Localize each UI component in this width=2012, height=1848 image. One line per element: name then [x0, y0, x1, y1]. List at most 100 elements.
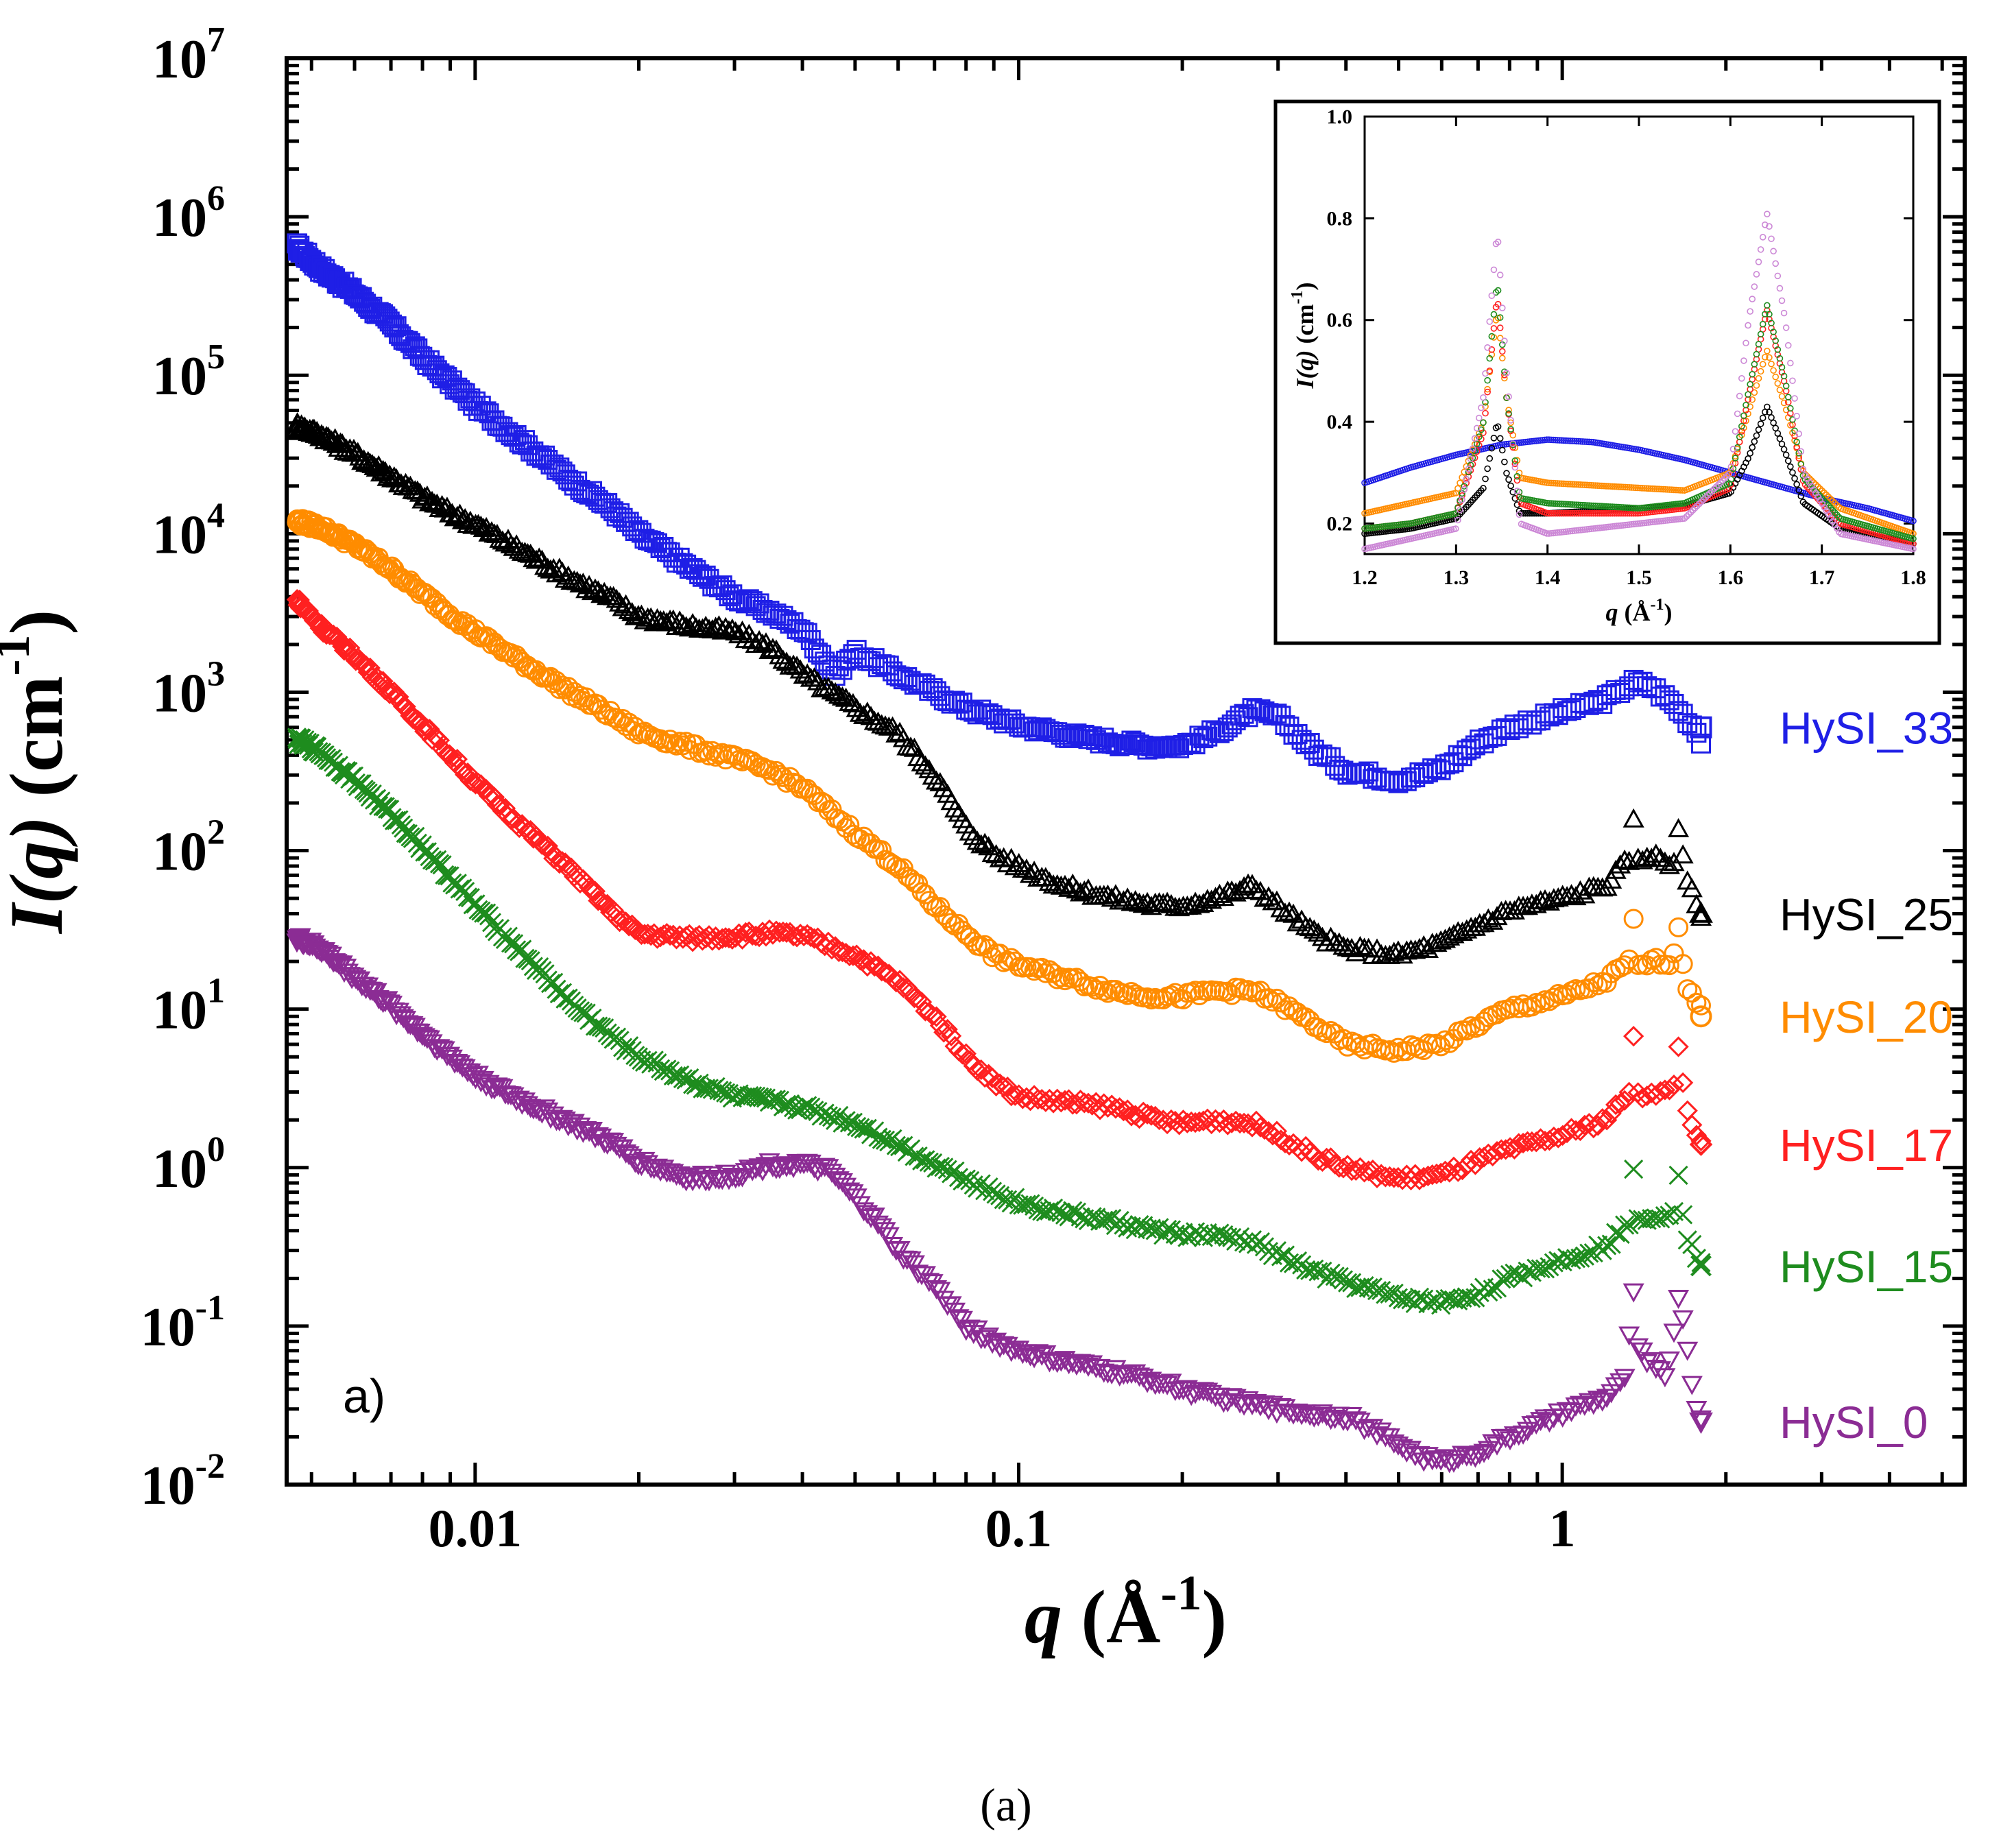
inset-marker	[1761, 311, 1769, 317]
inset-marker	[1910, 545, 1917, 553]
marker	[503, 536, 525, 556]
inset-marker	[1564, 509, 1572, 517]
marker	[1457, 1287, 1476, 1307]
inset-series-HySI_15	[1361, 287, 1917, 542]
inset-marker	[1581, 509, 1589, 517]
inset-marker	[1548, 509, 1555, 517]
inset-marker	[1590, 509, 1597, 517]
marker	[647, 928, 668, 949]
inset-marker	[1543, 499, 1550, 507]
inset-marker	[1692, 505, 1699, 512]
marker	[483, 787, 505, 808]
marker	[1668, 1165, 1688, 1186]
inset-marker	[1755, 341, 1762, 348]
inset-marker	[1723, 472, 1730, 480]
series-HySI_33: HySI_33	[287, 233, 1953, 793]
inset-marker	[1511, 460, 1519, 468]
marker	[1473, 1443, 1495, 1463]
inset-marker	[1585, 502, 1593, 509]
inset-marker	[1545, 500, 1553, 507]
marker	[1055, 970, 1075, 991]
marker	[1266, 1120, 1288, 1142]
marker	[1631, 1342, 1653, 1362]
marker	[857, 701, 878, 721]
inset-marker	[1611, 503, 1618, 511]
marker	[446, 1054, 468, 1074]
inset-marker	[1511, 495, 1519, 502]
inset-marker	[1568, 501, 1576, 508]
inset-marker	[1524, 509, 1531, 517]
marker	[828, 1171, 850, 1191]
marker	[683, 1075, 703, 1094]
marker	[1605, 1377, 1627, 1397]
marker	[1413, 935, 1435, 955]
marker	[1686, 723, 1707, 743]
marker	[1544, 1253, 1564, 1273]
marker	[1078, 729, 1099, 749]
inset-marker	[1632, 505, 1640, 512]
marker	[1051, 724, 1071, 745]
marker	[941, 1025, 962, 1046]
marker	[549, 679, 570, 699]
inset-marker	[1689, 507, 1697, 514]
marker	[1691, 1253, 1711, 1273]
inset-marker	[1454, 485, 1461, 492]
marker	[492, 530, 514, 550]
marker	[1690, 907, 1712, 926]
inset-marker	[1640, 485, 1648, 492]
inset-marker	[1494, 423, 1502, 430]
marker	[955, 1043, 977, 1064]
marker	[842, 1184, 864, 1204]
inset-marker	[1787, 463, 1794, 470]
inset-marker	[1683, 513, 1690, 520]
marker	[1605, 1094, 1627, 1116]
marker	[748, 1158, 770, 1178]
marker	[1082, 726, 1103, 747]
marker	[555, 989, 575, 1009]
marker	[1028, 720, 1049, 741]
inset-marker	[1488, 333, 1496, 340]
marker	[1615, 1215, 1635, 1235]
marker	[1136, 1103, 1158, 1125]
inset-marker	[1740, 357, 1747, 364]
marker	[1341, 1160, 1363, 1181]
inset-marker	[1579, 481, 1586, 488]
inset-marker	[1742, 339, 1749, 347]
inset-marker	[1554, 509, 1561, 517]
inset-marker	[1751, 389, 1758, 396]
marker	[470, 515, 492, 535]
inset-marker	[1617, 503, 1625, 511]
inset-marker	[1622, 504, 1629, 511]
marker	[1136, 1373, 1158, 1393]
marker	[1169, 897, 1190, 917]
inset-marker	[1596, 509, 1603, 517]
inset-marker	[1719, 477, 1726, 484]
inset-marker	[1457, 506, 1463, 514]
inset-marker	[1484, 385, 1491, 393]
marker	[698, 925, 720, 946]
marker	[900, 736, 922, 756]
marker	[1681, 1114, 1703, 1136]
marker	[1020, 717, 1041, 738]
y-tick-label: 10-1	[141, 1288, 225, 1358]
marker	[814, 1157, 836, 1177]
marker	[1690, 1130, 1712, 1152]
inset-marker	[1624, 483, 1631, 491]
marker	[1447, 1450, 1469, 1469]
marker	[465, 773, 486, 795]
marker	[1534, 1130, 1556, 1152]
inset-marker	[1776, 355, 1784, 362]
marker	[734, 1163, 756, 1183]
marker	[1689, 901, 1713, 923]
marker	[594, 893, 615, 915]
inset-marker	[1548, 436, 1555, 444]
inset-marker	[1501, 458, 1508, 466]
inset-marker	[1505, 476, 1512, 483]
marker	[1565, 1120, 1587, 1141]
marker	[1165, 1224, 1185, 1244]
marker	[1032, 1201, 1052, 1221]
inset-marker	[1478, 426, 1485, 433]
x-axis: 0.01 0.1 1	[309, 58, 1944, 1558]
inset-marker	[1503, 370, 1510, 376]
marker	[1217, 1393, 1238, 1413]
